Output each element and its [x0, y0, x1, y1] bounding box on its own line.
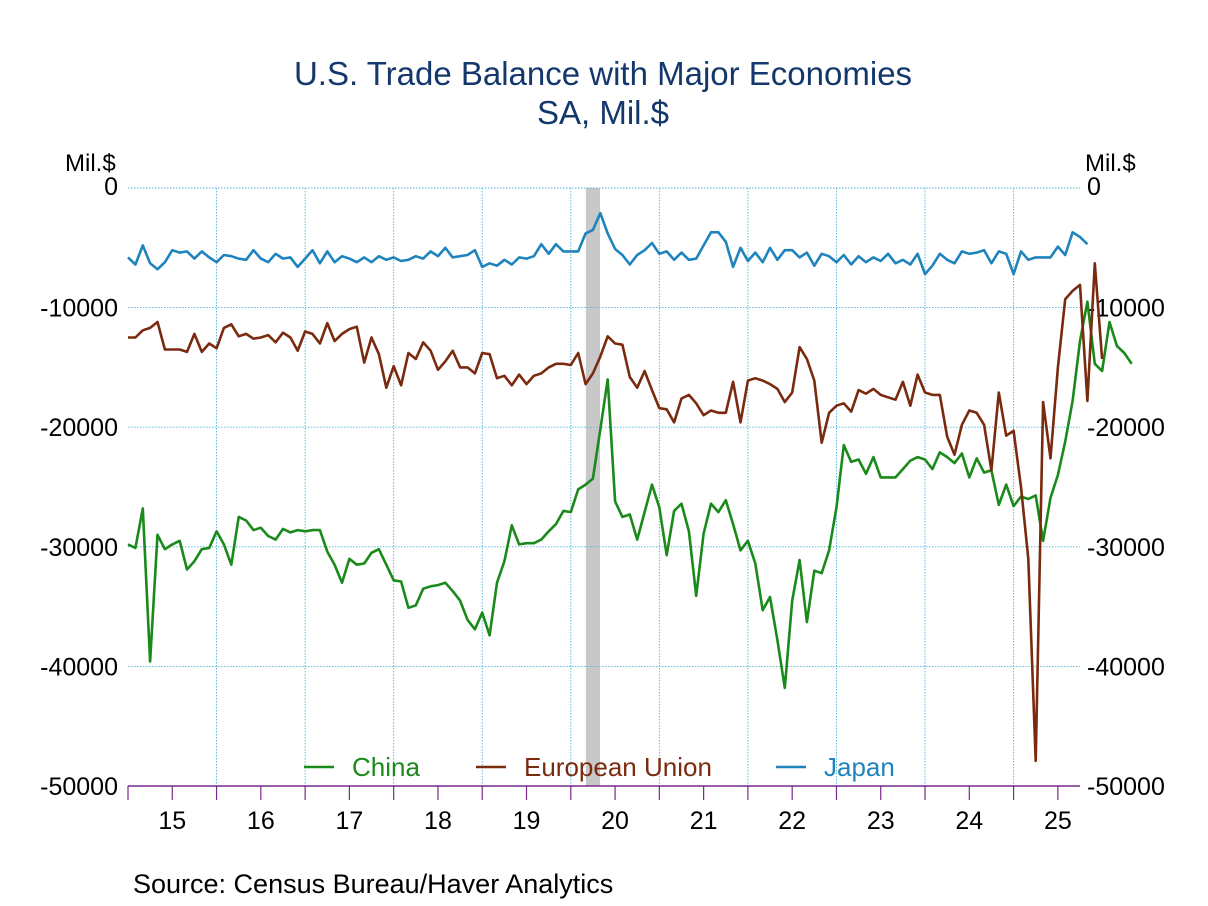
chart-title: U.S. Trade Balance with Major Economies — [294, 55, 912, 92]
y-axis-label-left: Mil.$ — [65, 150, 116, 177]
source-note: Source: Census Bureau/Haver Analytics — [133, 869, 613, 899]
y-tick-label-right: -50000 — [1087, 773, 1165, 801]
x-tick-label: 24 — [955, 807, 983, 835]
x-tick-label: 16 — [247, 807, 275, 835]
x-tick-label: 19 — [513, 807, 541, 835]
x-axis: 15 16 17 18 19 20 21 22 23 24 25 — [127, 785, 1080, 835]
y-tick-label-right: -20000 — [1087, 414, 1165, 442]
recession-band — [585, 188, 601, 786]
x-tick-label: 15 — [158, 807, 186, 835]
y-axis-label-right: Mil.$ — [1085, 150, 1136, 177]
y-tick-label-left: -20000 — [40, 414, 118, 442]
legend-label-japan: Japan — [824, 752, 895, 782]
x-tick-label: 22 — [778, 807, 806, 835]
x-tick-label: 23 — [867, 807, 895, 835]
y-tick-label-right: 0 — [1087, 173, 1101, 201]
y-tick-label-left: -40000 — [40, 653, 118, 681]
recession-shading — [585, 188, 601, 786]
series-line-japan — [127, 211, 1089, 276]
chart-subtitle: SA, Mil.$ — [537, 94, 669, 131]
legend-label-eu: European Union — [524, 752, 712, 782]
series-line-china — [127, 300, 1133, 690]
x-tick-label: 18 — [424, 807, 452, 835]
legend-item-japan: Japan — [776, 752, 895, 782]
y-tick-label-left: -50000 — [40, 773, 118, 801]
y-tick-label-right: -40000 — [1087, 653, 1165, 681]
x-tick-label: 25 — [1044, 807, 1072, 835]
y-axis-left: 0 -10000 -20000 -30000 -40000 -50000 — [40, 173, 118, 801]
legend-label-china: China — [352, 752, 420, 782]
x-tick-label: 20 — [601, 807, 629, 835]
y-tick-label-left: -30000 — [40, 534, 118, 562]
x-tick-label: 17 — [335, 807, 363, 835]
series-lines — [127, 211, 1133, 763]
y-tick-label-left: 0 — [104, 173, 118, 201]
legend: China European Union Japan — [304, 752, 895, 782]
legend-item-china: China — [304, 752, 420, 782]
y-tick-label-left: -10000 — [40, 295, 118, 323]
gridlines — [128, 187, 1080, 786]
y-axis-right: 0-10000-20000-30000-40000-50000 — [1087, 173, 1165, 801]
series-line-european-union — [128, 261, 1104, 763]
y-tick-label-right: -30000 — [1087, 534, 1165, 562]
x-tick-label: 21 — [690, 807, 718, 835]
legend-item-eu: European Union — [476, 752, 712, 782]
